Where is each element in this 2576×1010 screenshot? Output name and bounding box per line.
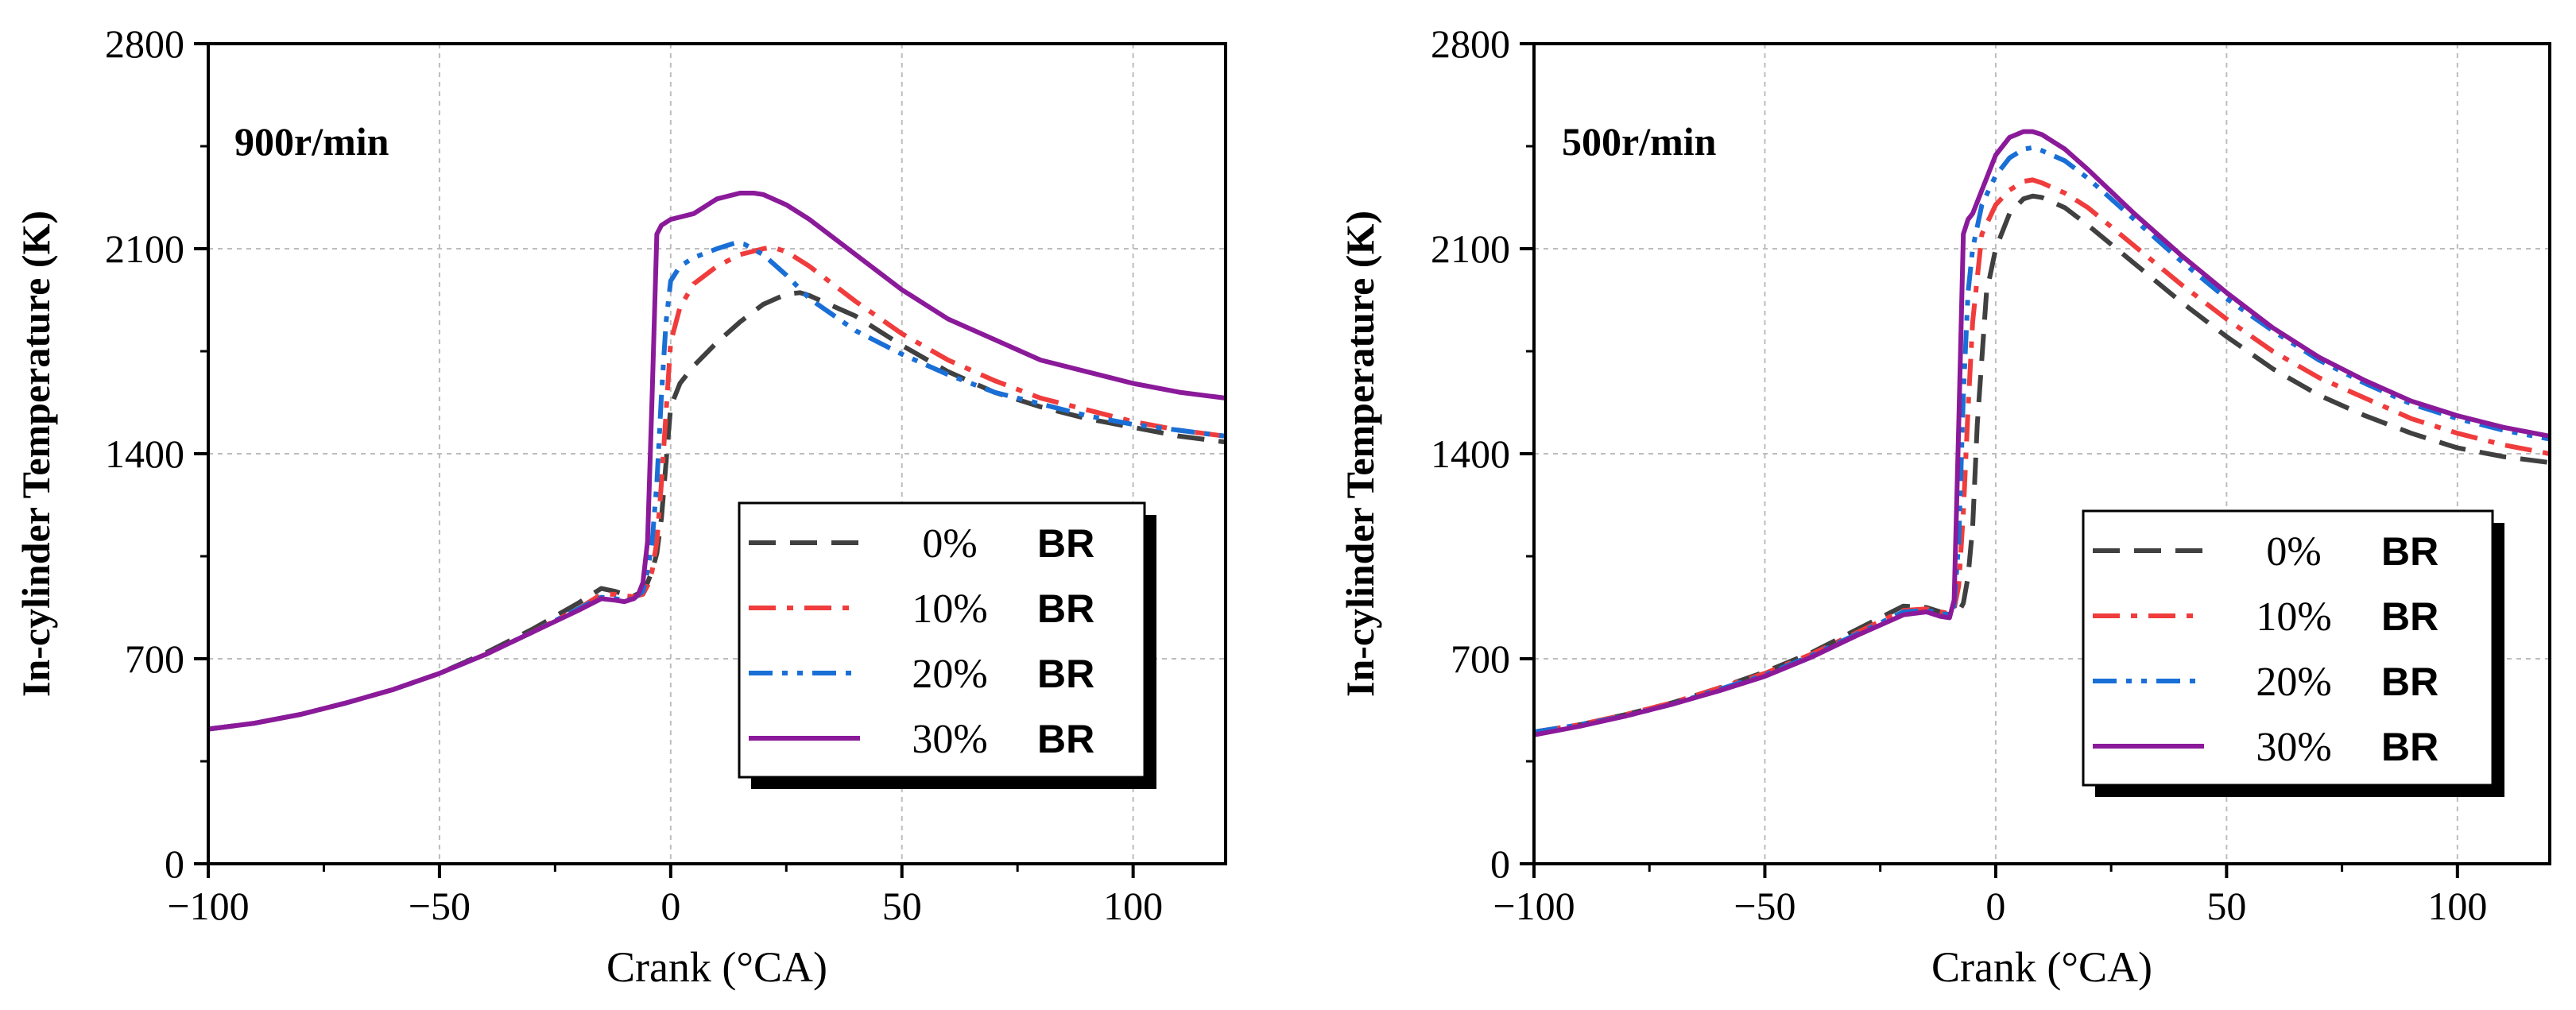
y-tick-label: 2100 [1431,226,1510,271]
series-line-0pct [1533,193,2551,735]
y-tick-label: 2100 [105,226,184,271]
x-tick-label: −50 [1733,884,1795,928]
y-tick-label: 1400 [105,431,184,476]
series-line-30pct [207,191,1226,732]
speed-annotation: 500r/min [1562,119,1717,164]
series-line-10pct [1533,177,2551,735]
chart-panel-2: −100 −50 0 50 100 0 700 1400 2100 2800 Crank (°CA)… [1338,21,2551,991]
legend-suffix: BR [1037,586,1094,631]
legend-suffix: BR [2381,725,2438,769]
x-axis-title: Crank (°CA) [1931,943,2152,991]
legend-label: 20% [2256,660,2331,705]
legend-label: 30% [912,717,987,762]
legend: 0% BR 10% BR 20% BR 30% BR [738,501,1156,789]
legend-label: 0% [922,521,977,567]
series-line-0pct [207,290,1226,732]
x-tick-label: 50 [2206,884,2246,928]
x-tick-label: −100 [1493,884,1575,928]
chart-panel-1: −100 −50 0 50 100 0 700 1400 2100 2800 Crank (°CA)… [14,21,1227,991]
series-line-30pct [1533,129,2551,737]
legend-label: 30% [2256,725,2331,770]
legend: 0% BR 10% BR 20% BR 30% BR [2082,509,2504,797]
legend-suffix: BR [2381,660,2438,704]
x-tick-label: 100 [1103,884,1163,928]
x-tick-label: 0 [660,884,680,928]
y-axis-title: In-cylinder Temperature (K) [1338,211,1382,697]
legend-label: 10% [2256,594,2331,640]
legend-box [738,501,1146,779]
legend-suffix: BR [1037,652,1094,696]
y-tick-label: 700 [1451,637,1510,681]
legend-label: 10% [912,586,987,632]
x-tick-label: 0 [1985,884,2005,928]
speed-annotation: 900r/min [234,119,389,164]
y-tick-label: 1400 [1431,431,1510,476]
y-tick-label: 700 [125,637,184,681]
legend-suffix: BR [2381,594,2438,639]
y-tick-label: 2800 [105,21,184,66]
legend-box [2082,509,2494,787]
legend-suffix: BR [1037,717,1094,761]
y-tick-label: 2800 [1431,21,1510,66]
x-axis-title: Crank (°CA) [606,943,827,991]
y-axis-title: In-cylinder Temperature (K) [14,211,58,697]
y-tick-label: 0 [165,842,184,886]
legend-label: 20% [912,652,987,697]
y-tick-label: 0 [1490,842,1510,886]
legend-suffix: BR [2381,529,2438,574]
legend-label: 0% [2266,529,2321,575]
x-tick-label: 50 [882,884,922,928]
x-tick-label: −100 [167,884,249,928]
legend-suffix: BR [1037,521,1094,566]
x-tick-label: 100 [2427,884,2487,928]
x-tick-label: −50 [409,884,471,928]
